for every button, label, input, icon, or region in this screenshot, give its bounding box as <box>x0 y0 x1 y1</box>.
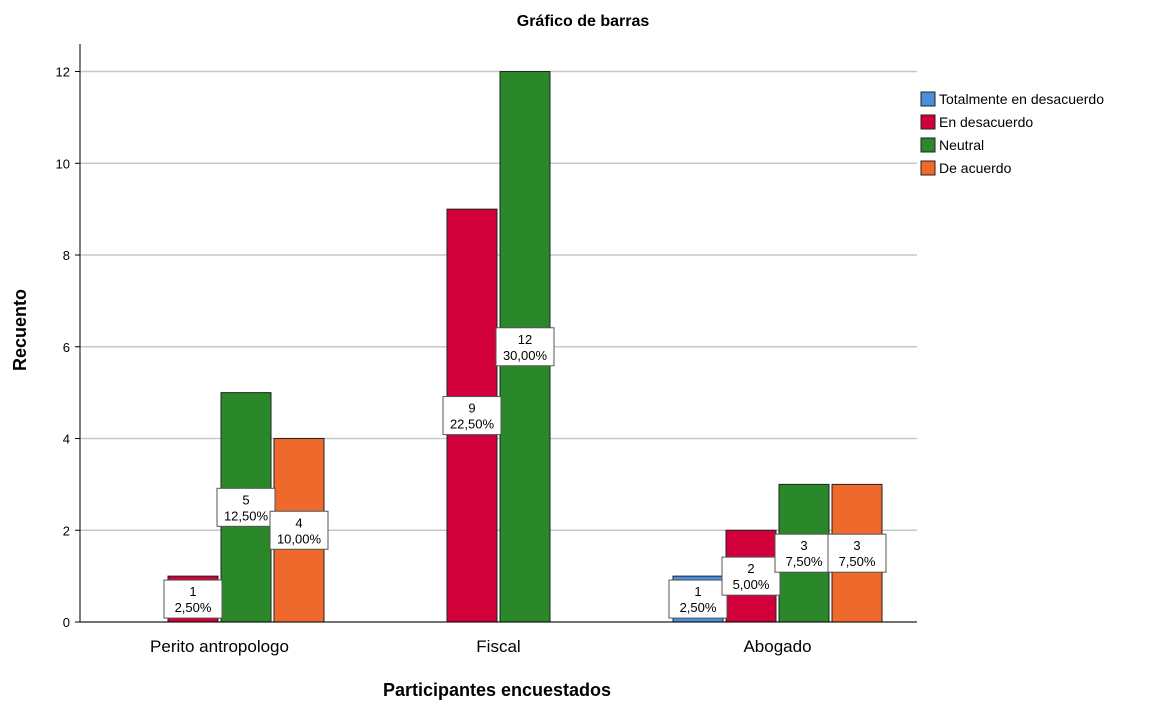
legend-label: Neutral <box>939 137 984 153</box>
value-label: 37,50% <box>774 533 834 573</box>
value-label-count: 3 <box>853 538 860 553</box>
value-label-count: 1 <box>694 584 701 599</box>
value-label-count: 1 <box>189 584 196 599</box>
y-tick-label: 6 <box>63 340 70 355</box>
y-tick-label: 8 <box>63 248 70 263</box>
legend-swatch <box>920 137 936 153</box>
x-tick-label: Fiscal <box>476 637 520 656</box>
y-tick-label: 4 <box>63 432 70 447</box>
legend-label: Totalmente en desacuerdo <box>939 91 1104 107</box>
y-tick-label: 2 <box>63 523 70 538</box>
chart-title: Gráfico de barras <box>517 13 650 30</box>
x-tick-label: Perito antropologo <box>150 637 289 656</box>
y-axis-title: Recuento <box>10 289 30 371</box>
value-label: 410,00% <box>269 510 329 550</box>
value-label-percent: 2,50% <box>175 600 212 615</box>
value-label: 12,50% <box>163 579 223 619</box>
value-label-percent: 7,50% <box>839 554 876 569</box>
value-label-count: 3 <box>800 538 807 553</box>
legend-label: En desacuerdo <box>939 114 1033 130</box>
value-label-count: 2 <box>747 561 754 576</box>
value-label: 37,50% <box>827 533 887 573</box>
legend-swatch <box>920 114 936 130</box>
value-label-percent: 7,50% <box>786 554 823 569</box>
value-label: 25,00% <box>721 556 781 596</box>
legend-label: De acuerdo <box>939 160 1012 176</box>
value-label-box <box>442 396 502 436</box>
y-tick-label: 0 <box>63 615 70 630</box>
value-label-box <box>163 579 223 619</box>
legend-swatch <box>920 160 936 176</box>
value-label-count: 4 <box>295 515 302 530</box>
y-tick-label: 12 <box>56 65 70 80</box>
value-label: 512,50% <box>216 487 276 527</box>
value-label-percent: 2,50% <box>680 600 717 615</box>
value-label-percent: 30,00% <box>503 348 548 363</box>
value-label-box <box>668 579 728 619</box>
value-label-count: 12 <box>518 332 532 347</box>
value-label-percent: 5,00% <box>733 577 770 592</box>
x-tick-label: Abogado <box>743 637 811 656</box>
value-label-box <box>827 533 887 573</box>
x-axis-title: Participantes encuestados <box>383 680 611 700</box>
value-label-percent: 10,00% <box>277 531 322 546</box>
value-label-box <box>216 487 276 527</box>
legend-swatch <box>920 91 936 107</box>
value-label-percent: 12,50% <box>224 508 269 523</box>
value-label-count: 9 <box>468 401 475 416</box>
value-label-box <box>495 327 555 367</box>
value-label-box <box>774 533 834 573</box>
y-tick-label: 10 <box>56 156 70 171</box>
value-label-count: 5 <box>242 492 249 507</box>
value-label: 922,50% <box>442 396 502 436</box>
value-label: 12,50% <box>668 579 728 619</box>
value-label-percent: 22,50% <box>450 417 495 432</box>
value-label-box <box>269 510 329 550</box>
value-label-box <box>721 556 781 596</box>
